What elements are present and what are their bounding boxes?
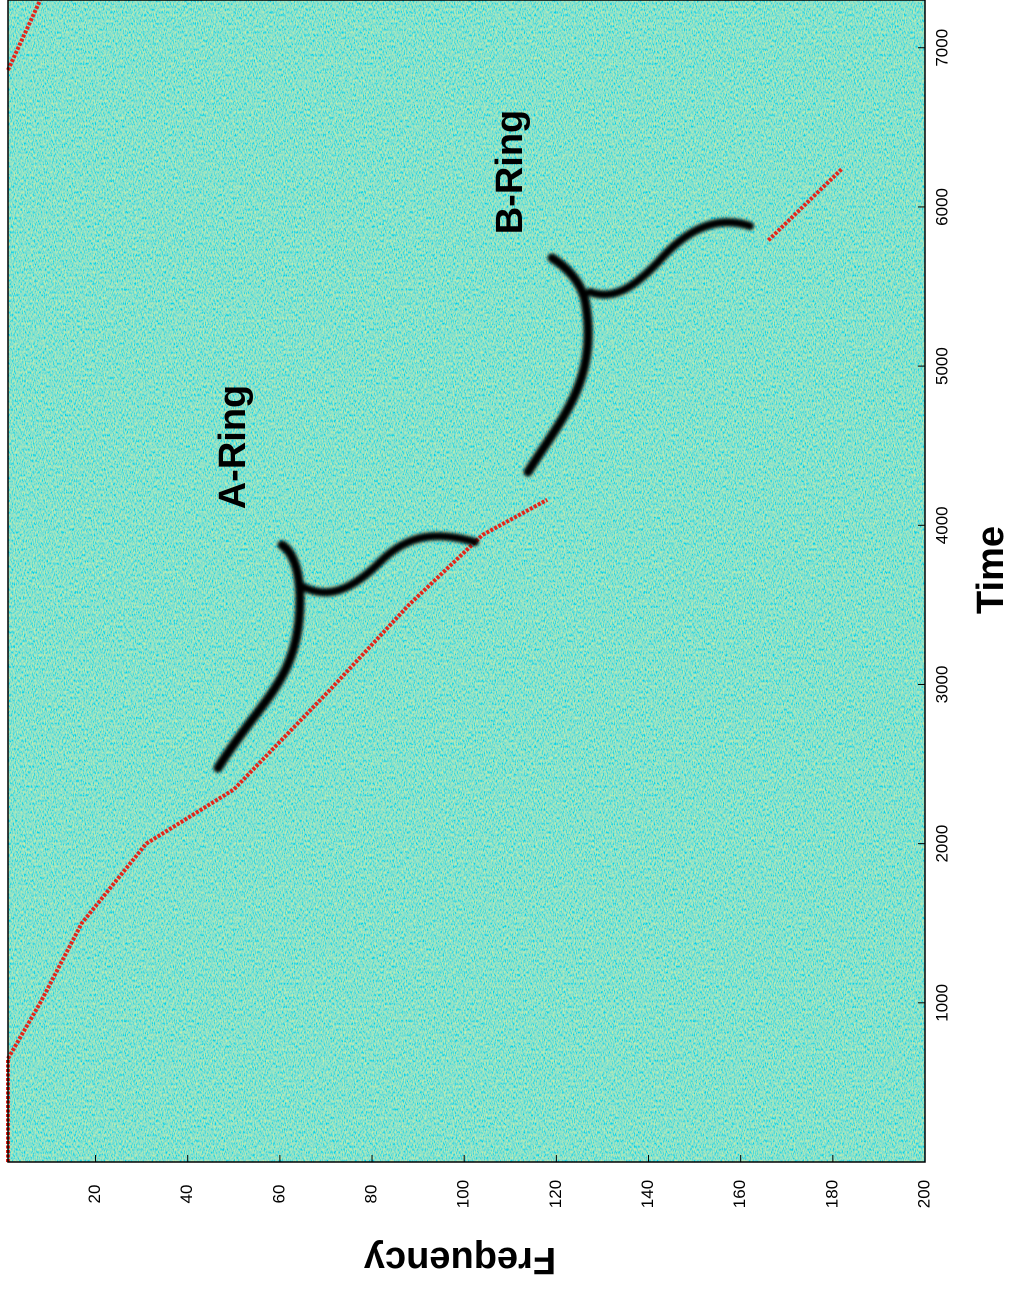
y-tick-label: 140 bbox=[638, 1180, 657, 1208]
x-tick-label: 3000 bbox=[932, 666, 951, 704]
heatmap-noise bbox=[8, 0, 925, 1162]
y-tick-label: 160 bbox=[730, 1180, 749, 1208]
y-tick-label: 180 bbox=[822, 1180, 841, 1208]
x-axis-title: Time bbox=[970, 526, 1012, 614]
y-tick-label: 60 bbox=[269, 1185, 288, 1204]
annotation: B-Ring bbox=[489, 110, 531, 235]
y-tick-label: 100 bbox=[454, 1180, 473, 1208]
x-tick-label: 7000 bbox=[932, 29, 951, 67]
x-tick-label: 6000 bbox=[932, 188, 951, 226]
x-tick-label: 4000 bbox=[932, 506, 951, 544]
y-tick-label: 200 bbox=[914, 1180, 933, 1208]
x-tick-label: 5000 bbox=[932, 347, 951, 385]
y-tick-label: 120 bbox=[546, 1180, 565, 1208]
x-tick-label: 2000 bbox=[932, 825, 951, 863]
y-tick-label: 80 bbox=[362, 1185, 381, 1204]
y-axis-title: Frequency bbox=[364, 1239, 556, 1281]
chart: Time Frequency A-Ring B-Ring 1000 2000 300… bbox=[0, 0, 1012, 1289]
y-tick-label: 40 bbox=[177, 1185, 196, 1204]
y-tick-label: 20 bbox=[85, 1185, 104, 1204]
annotation: A-Ring bbox=[212, 385, 254, 510]
x-tick-label: 1000 bbox=[932, 984, 951, 1022]
